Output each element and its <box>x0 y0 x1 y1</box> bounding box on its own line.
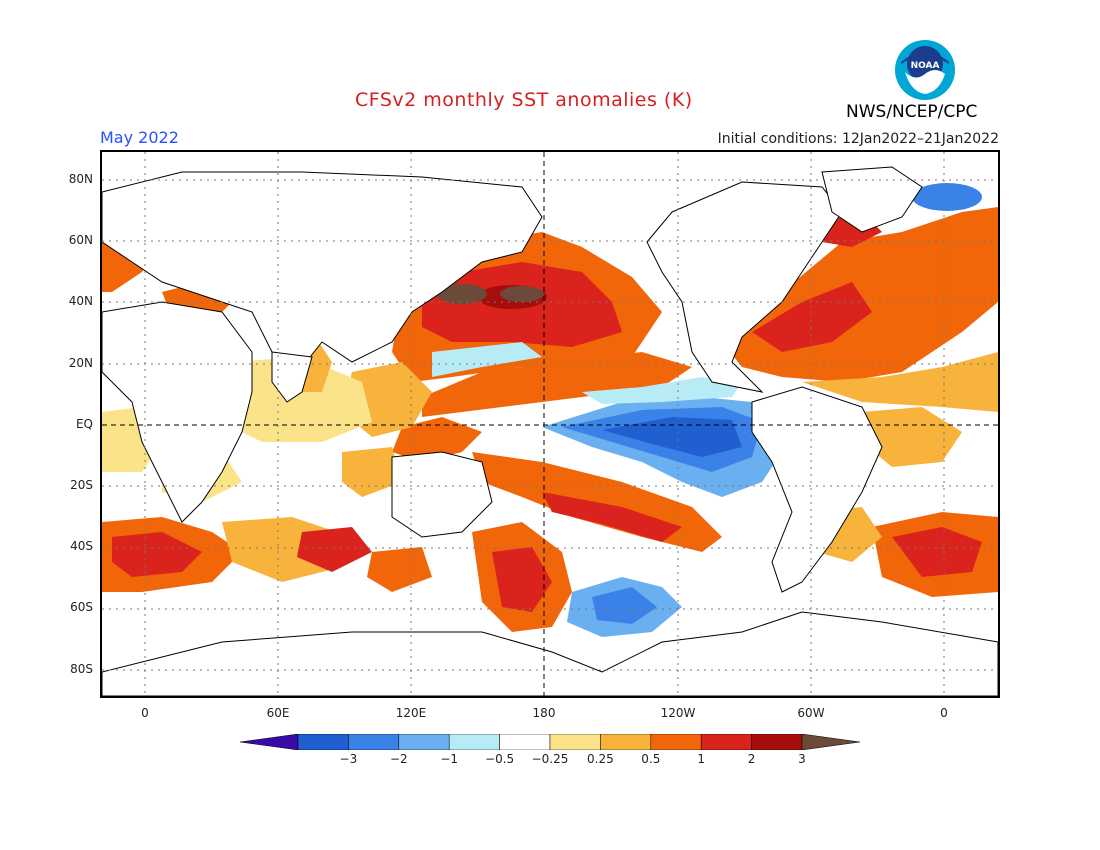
lat-label: 80S <box>70 662 93 676</box>
landmasses <box>102 166 998 696</box>
colorbar-label: −0.5 <box>485 752 515 766</box>
colorbar-bin <box>398 734 450 750</box>
colorbar <box>240 734 860 750</box>
lon-label: 0 <box>141 706 149 720</box>
so-warm-io-3 <box>367 547 432 592</box>
land-antarctica <box>102 611 998 696</box>
lon-label: 120W <box>660 706 696 720</box>
lat-label: 20S <box>70 478 93 492</box>
lat-label: EQ <box>75 417 93 431</box>
colorbar-label: 1 <box>697 752 705 766</box>
tasman-warm-2 <box>492 547 552 612</box>
colorbar-label: 0.25 <box>587 752 614 766</box>
colorbar-label: −0.25 <box>531 752 569 766</box>
lon-label: 60W <box>797 706 825 720</box>
so-warm-io-2 <box>297 527 372 572</box>
natl-trop <box>802 352 998 412</box>
chart-title: CFSv2 monthly SST anomalies (K) <box>355 89 693 111</box>
lat-label: 40S <box>70 539 93 553</box>
cold-tongue-core <box>602 417 742 457</box>
noaa-logo: NOAA <box>893 38 957 102</box>
lat-label: 80N <box>68 172 93 186</box>
colorbar-label: 3 <box>798 752 806 766</box>
colorbar-upper-arrow <box>801 734 860 750</box>
colorbar-bin <box>448 734 500 750</box>
colorbar-label: −1 <box>440 752 459 766</box>
stropic-band <box>422 352 692 417</box>
lat-label: 60N <box>68 233 93 247</box>
colorbar-bin <box>348 734 400 750</box>
colorbar-label: −2 <box>389 752 408 766</box>
satl-warm <box>862 407 962 467</box>
colorbar-label: 0.5 <box>641 752 661 766</box>
noaa-emblem-icon: NOAA <box>895 40 955 100</box>
colorbar-bin <box>600 734 652 750</box>
colorbar-bin <box>700 734 752 750</box>
map-canvas <box>102 152 998 696</box>
colorbar-bin <box>751 734 803 750</box>
spac-cold-core <box>592 587 657 624</box>
land-australia <box>391 451 493 538</box>
lon-label: 120E <box>395 706 427 720</box>
colorbar-label: −3 <box>339 752 358 766</box>
colorbar-lower-arrow <box>240 734 299 750</box>
graticule <box>102 152 998 696</box>
land-greenland <box>821 166 923 233</box>
eq-north-fringe <box>582 377 742 404</box>
lon-label: 60E <box>266 706 290 720</box>
io-east <box>342 447 402 497</box>
lat-label: 40N <box>68 294 93 308</box>
sst-anomaly-map <box>100 150 1000 698</box>
lon-label: 180 <box>532 706 556 720</box>
land-south-america <box>751 386 883 593</box>
natl-gulfstream <box>752 282 872 352</box>
maritime-warm <box>392 417 482 462</box>
initial-conditions: Initial conditions: 12Jan2022–21Jan2022 <box>717 131 999 147</box>
lon-label: 0 <box>940 706 948 720</box>
land-africa <box>102 301 253 523</box>
colorbar-bin <box>499 734 551 750</box>
npac-cool-streak <box>432 342 542 377</box>
colorbar-bin <box>650 734 702 750</box>
colorbar-label: 2 <box>747 752 756 766</box>
agency-label: NWS/NCEP/CPC <box>846 102 978 122</box>
colorbar-bin <box>549 734 601 750</box>
spcz-warm-2 <box>542 492 682 542</box>
forecast-period: May 2022 <box>100 128 179 147</box>
colorbar-bin <box>297 734 349 750</box>
npac-peak-1 <box>437 284 487 304</box>
lat-label: 60S <box>70 600 93 614</box>
land-eurasia <box>102 171 543 368</box>
arctic-cold-east <box>912 183 982 211</box>
so-warm-east-2 <box>892 527 982 577</box>
so-warm-atl-2 <box>112 532 202 577</box>
npac-peak-2 <box>500 286 544 302</box>
land-india <box>271 351 313 403</box>
logo-text: NOAA <box>911 61 940 71</box>
lat-label: 20N <box>68 356 93 370</box>
